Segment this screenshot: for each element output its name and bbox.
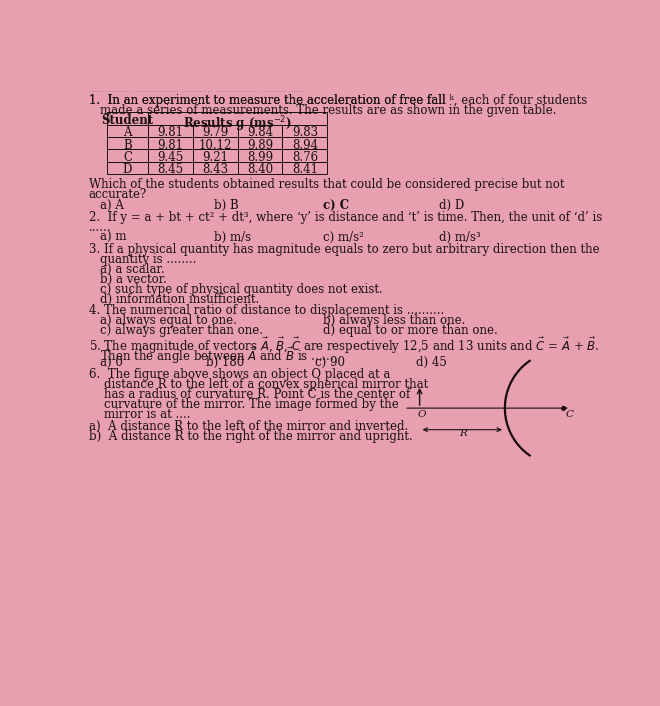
Text: 1.  In an experiment to measure the acceleration of free fall ᵏ, each of four st: 1. In an experiment to measure the accel… (88, 94, 587, 107)
Bar (193, 137, 238, 150)
Text: 9.83: 9.83 (292, 126, 318, 139)
Text: b) a vector.: b) a vector. (100, 273, 166, 286)
Text: C: C (566, 409, 574, 419)
Text: d) information insufficient.: d) information insufficient. (100, 292, 259, 306)
Bar (108, 112, 148, 125)
Bar (108, 150, 148, 162)
Text: 8.99: 8.99 (247, 151, 273, 164)
Bar (148, 162, 193, 174)
Bar (193, 162, 238, 174)
Text: Student: Student (102, 114, 154, 127)
Bar (108, 162, 148, 174)
Bar (148, 150, 193, 162)
Text: quantity is ........: quantity is ........ (100, 253, 196, 265)
Bar (282, 150, 327, 162)
Bar (108, 137, 148, 150)
Text: c) always greater than one.: c) always greater than one. (100, 324, 263, 337)
Bar (282, 125, 327, 137)
Text: accurate?: accurate? (88, 188, 147, 201)
Text: a) a scalar.: a) a scalar. (100, 263, 164, 275)
Text: 6.  The figure above shows an object O placed at a: 6. The figure above shows an object O pl… (88, 368, 390, 381)
Text: D: D (123, 163, 132, 176)
Bar (148, 125, 193, 137)
Text: 4. The numerical ratio of distance to displacement is ..........: 4. The numerical ratio of distance to di… (88, 304, 444, 317)
Text: Results g (ms$^{-2}$): Results g (ms$^{-2}$) (183, 114, 292, 133)
Text: 8.94: 8.94 (292, 138, 318, 152)
Bar (238, 150, 282, 162)
Text: 8.43: 8.43 (202, 163, 228, 176)
Text: R: R (459, 429, 467, 438)
Text: d) 45: d) 45 (416, 356, 447, 369)
Text: Then the angle between $\vec{A}$ and $\vec{B}$ is ......: Then the angle between $\vec{A}$ and $\v… (100, 346, 333, 366)
Bar (282, 137, 327, 150)
Text: a) always equal to one.: a) always equal to one. (100, 314, 236, 327)
Text: c) C: c) C (323, 198, 349, 212)
Text: a)  A distance R to the left of the mirror and inverted.: a) A distance R to the left of the mirro… (88, 419, 408, 433)
Text: a) 0: a) 0 (100, 356, 122, 369)
Text: 1.  In an experiment to measure the acceleration of free fall: 1. In an experiment to measure the accel… (88, 94, 449, 107)
Text: b) 180: b) 180 (207, 356, 245, 369)
Text: d) equal to or more than one.: d) equal to or more than one. (323, 324, 498, 337)
Text: 3. If a physical quantity has magnitude equals to zero but arbitrary direction t: 3. If a physical quantity has magnitude … (88, 243, 599, 256)
Text: 9.81: 9.81 (157, 126, 183, 139)
Text: 10.12: 10.12 (199, 138, 232, 152)
Bar (108, 125, 148, 137)
Text: 9.89: 9.89 (247, 138, 273, 152)
Text: 9.81: 9.81 (157, 138, 183, 152)
Text: d) m/s³: d) m/s³ (439, 231, 480, 244)
Text: 8.40: 8.40 (247, 163, 273, 176)
Text: b) m/s: b) m/s (214, 231, 251, 244)
Text: c) m/s²: c) m/s² (323, 231, 364, 244)
Bar (148, 137, 193, 150)
Text: 9.84: 9.84 (247, 126, 273, 139)
Text: b)  A distance R to the right of the mirror and upright.: b) A distance R to the right of the mirr… (88, 430, 412, 443)
Text: 2.  If y = a + bt + ct² + dt³, where ‘y’ is distance and ‘t’ is time. Then, the : 2. If y = a + bt + ct² + dt³, where ‘y’ … (88, 211, 602, 224)
Text: 5. The magnitude of vectors $\vec{A}$, $\vec{B}$, $\vec{C}$ are respectively 12,: 5. The magnitude of vectors $\vec{A}$, $… (88, 336, 599, 356)
Text: c) 90: c) 90 (315, 356, 345, 369)
Text: A: A (123, 126, 132, 139)
Bar (193, 150, 238, 162)
Bar (238, 125, 282, 137)
Text: d) D: d) D (439, 198, 464, 212)
Bar (238, 162, 282, 174)
Text: 8.76: 8.76 (292, 151, 318, 164)
Text: mirror is at ....: mirror is at .... (88, 408, 190, 421)
Text: 8.41: 8.41 (292, 163, 318, 176)
Bar (148, 112, 327, 125)
Text: ......: ...... (88, 221, 111, 234)
Bar (238, 137, 282, 150)
Text: b) always less than one.: b) always less than one. (323, 314, 465, 327)
Text: Which of the students obtained results that could be considered precise but not: Which of the students obtained results t… (88, 178, 564, 191)
Text: 9.45: 9.45 (157, 151, 183, 164)
Text: a) A: a) A (100, 198, 123, 212)
Bar (282, 162, 327, 174)
Text: curvature of the mirror. The image formed by the: curvature of the mirror. The image forme… (88, 398, 399, 411)
Text: c) such type of physical quantity does not exist.: c) such type of physical quantity does n… (100, 282, 382, 296)
Text: b) B: b) B (214, 198, 239, 212)
Text: ....... ......... ................ ............ .................. ........ ....: ....... ......... ................ .....… (88, 86, 307, 95)
Text: made a series of measurements. The results are as shown in the given table.: made a series of measurements. The resul… (100, 104, 556, 117)
Text: B: B (123, 138, 132, 152)
Text: a) m: a) m (100, 231, 126, 244)
Bar (193, 125, 238, 137)
Text: 9.79: 9.79 (202, 126, 228, 139)
Text: 9.21: 9.21 (202, 151, 228, 164)
Text: distance R to the left of a convex spherical mirror that: distance R to the left of a convex spher… (88, 378, 428, 391)
Text: O: O (417, 410, 426, 419)
Text: C: C (123, 151, 132, 164)
Text: 8.45: 8.45 (157, 163, 183, 176)
Text: has a radius of curvature R. Point C is the center of: has a radius of curvature R. Point C is … (88, 388, 410, 401)
